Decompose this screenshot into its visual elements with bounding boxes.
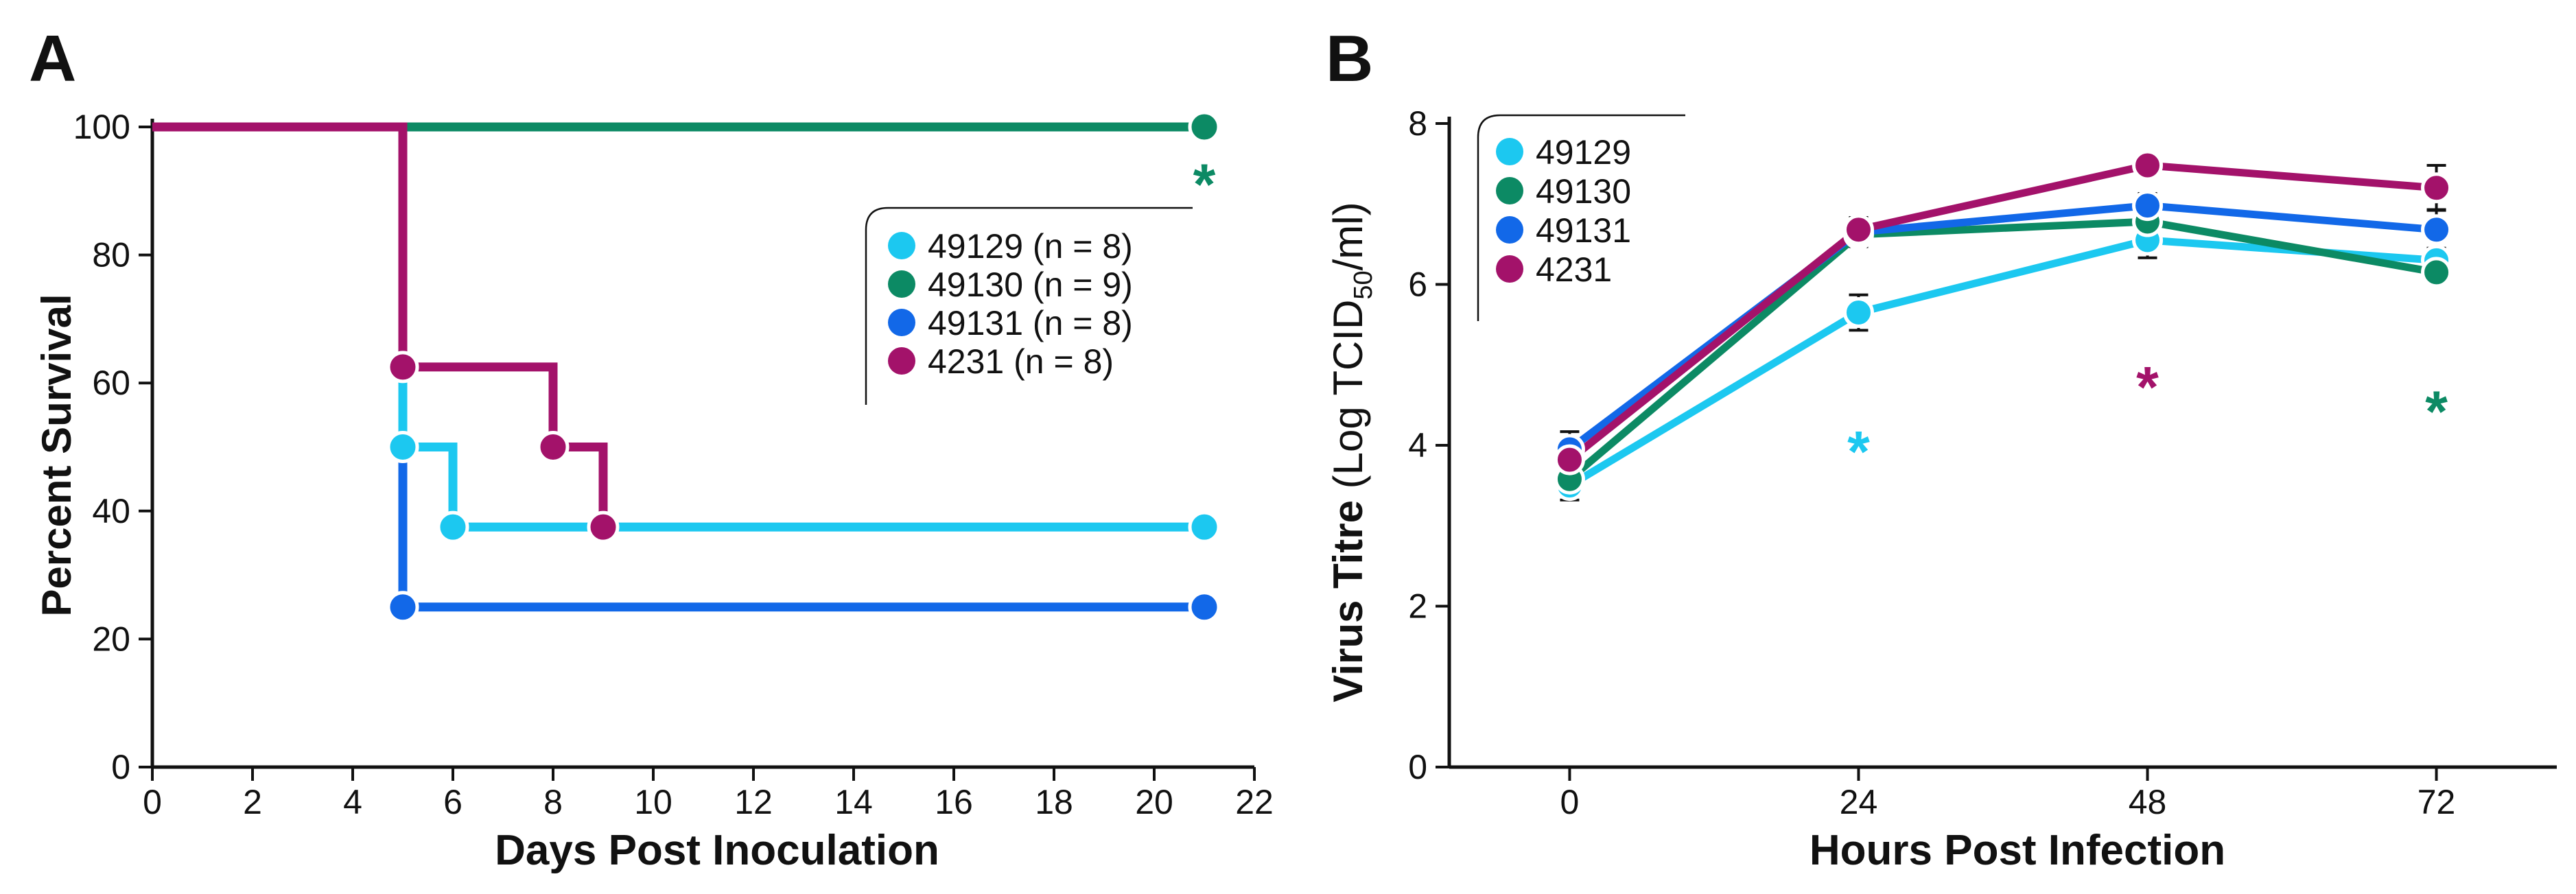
significance-star: * — [1193, 152, 1216, 217]
y-axis-title: Virus Titre (Log TCID50/ml) — [1325, 202, 1378, 702]
y-tick-label: 4 — [1408, 426, 1427, 464]
x-axis-title: Hours Post Infection — [1810, 827, 2225, 874]
panel-b-label: B — [1326, 22, 1373, 95]
data-point-49131 — [1188, 591, 1221, 624]
legend-marker-49131 — [888, 309, 915, 336]
x-tick-label: 0 — [1560, 783, 1580, 821]
data-point-49130 — [1188, 110, 1221, 143]
y-tick-label: 0 — [111, 748, 130, 786]
data-point-49129 — [1842, 297, 1874, 329]
survival-chart: 0 2 4 6 8 10 12 14 16 18 20 22 0 20 40 60 80 100 Days Post… — [34, 108, 1274, 874]
series-line-4231 — [1567, 161, 2437, 463]
x-tick-label: 14 — [834, 783, 873, 821]
legend-label: 49131 (n = 8) — [928, 304, 1133, 342]
y-tick-label: 20 — [92, 620, 130, 658]
y-axis-title-unit-end: /ml) — [1325, 202, 1371, 270]
legend-marker-49131 — [1496, 216, 1523, 244]
data-point-4231 — [386, 351, 419, 384]
significance-star: * — [1847, 419, 1870, 484]
y-axis-title-main: Virus Titre — [1325, 500, 1371, 703]
legend-label: 49130 (n = 9) — [928, 266, 1133, 304]
legend-label: 4231 — [1536, 250, 1612, 289]
y-tick-label: 0 — [1408, 748, 1427, 786]
x-tick-label: 10 — [634, 783, 672, 821]
data-point-4231 — [537, 431, 570, 463]
legend-marker-49129 — [1496, 138, 1523, 165]
y-tick-label: 2 — [1408, 587, 1427, 626]
y-tick-label: 8 — [1408, 104, 1427, 143]
series-line-49129 — [1567, 236, 2437, 489]
significance-star: * — [2425, 379, 2448, 443]
legend-marker-4231 — [888, 347, 915, 375]
y-tick-label: 6 — [1408, 266, 1427, 304]
legend-marker-49129 — [888, 232, 915, 259]
x-tick-label: 0 — [143, 783, 162, 821]
x-tick-label: 12 — [734, 783, 773, 821]
data-point-49130 — [2421, 257, 2452, 288]
x-tick-label: 4 — [343, 783, 362, 821]
series-line-49130 — [1567, 217, 2437, 482]
x-tick-label: 6 — [443, 783, 462, 821]
legend-label: 49129 — [1536, 133, 1631, 172]
legend-label: 49131 — [1536, 211, 1631, 250]
legend-label: 49130 — [1536, 172, 1631, 211]
series-line-4231 — [152, 122, 608, 528]
legend-label: 49129 (n = 8) — [928, 227, 1133, 266]
data-point-49129 — [436, 510, 469, 543]
x-tick-label: 24 — [1840, 783, 1878, 821]
y-tick-label: 60 — [92, 364, 130, 402]
legend-frame — [865, 207, 1193, 405]
legend-marker-49130 — [1496, 177, 1523, 204]
data-point-4231 — [2421, 172, 2452, 204]
legend: 49129 (n = 8)49130 (n = 9)49131 (n = 8)4… — [865, 207, 1193, 405]
data-point-49131 — [386, 591, 419, 624]
data-point-4231 — [1842, 214, 1874, 246]
y-axis-title-subscript: 50 — [1349, 270, 1378, 299]
x-tick-label: 22 — [1235, 783, 1274, 821]
data-point-49131 — [2421, 214, 2452, 246]
data-point-49131 — [2132, 190, 2164, 222]
data-point-4231 — [2132, 150, 2164, 181]
x-tick-label: 8 — [543, 783, 563, 821]
x-tick-label: 48 — [2129, 783, 2167, 821]
legend-frame — [1477, 114, 1685, 321]
x-tick-label: 20 — [1135, 783, 1173, 821]
x-tick-label: 2 — [243, 783, 262, 821]
x-tick-label: 72 — [2417, 783, 2456, 821]
legend-label: 4231 (n = 8) — [928, 342, 1114, 381]
series-line-49131 — [1567, 202, 2437, 453]
x-tick-label: 16 — [935, 783, 973, 821]
data-point-4231 — [587, 510, 620, 543]
y-tick-label: 40 — [92, 492, 130, 530]
panel-a-label: A — [29, 22, 76, 95]
y-tick-label: 80 — [92, 236, 130, 274]
data-point-49129 — [1188, 510, 1221, 543]
significance-star: * — [2136, 355, 2159, 419]
legend-marker-4231 — [1496, 255, 1523, 283]
y-axis-title: Percent Survival — [34, 294, 80, 616]
y-axis-title-unit: (Log TCID — [1325, 300, 1371, 500]
legend-marker-49130 — [888, 270, 915, 298]
y-tick-label: 100 — [73, 108, 130, 146]
x-tick-label: 18 — [1035, 783, 1073, 821]
data-point-4231 — [1554, 444, 1585, 475]
data-point-49129 — [386, 431, 419, 463]
x-axis-title: Days Post Inoculation — [495, 827, 939, 874]
